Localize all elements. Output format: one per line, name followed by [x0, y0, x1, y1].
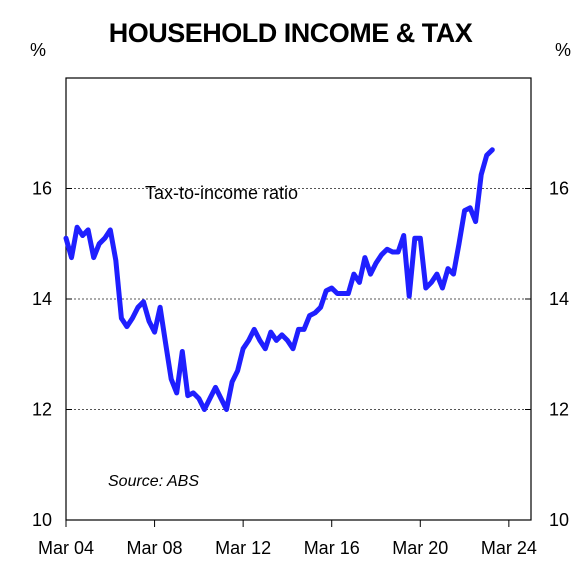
y-tick-label-left: 16 — [32, 179, 52, 199]
y-tick-label-right: 10 — [549, 510, 569, 530]
x-tick-label: Mar 08 — [127, 538, 183, 558]
series-layer — [63, 147, 495, 412]
x-tick-label: Mar 20 — [392, 538, 448, 558]
axes — [65, 77, 532, 527]
tick-labels: 10 10 12 12 14 14 16 16 Mar 04 Mar 08 Mar 12 Mar 16… — [32, 179, 569, 559]
y-tick-label-left: 14 — [32, 289, 52, 309]
y-tick-label-right: 14 — [549, 289, 569, 309]
y-tick-label-left: 10 — [32, 510, 52, 530]
left-axis-unit: % — [30, 40, 46, 60]
y-tick-label-right: 16 — [549, 179, 569, 199]
y-tick-label-right: 12 — [549, 400, 569, 420]
x-tick-label: Mar 12 — [215, 538, 271, 558]
series-annotation: Tax-to-income ratio — [145, 183, 298, 203]
right-axis-unit: % — [555, 40, 571, 60]
series-line-0 — [63, 147, 495, 412]
x-tick-label: Mar 16 — [304, 538, 360, 558]
x-tick-label: Mar 04 — [38, 538, 94, 558]
x-tick-label: Mar 24 — [481, 538, 537, 558]
source-note: Source: ABS — [108, 473, 199, 490]
gridlines — [66, 188, 531, 410]
chart-title: HOUSEHOLD INCOME & TAX — [108, 18, 473, 48]
y-tick-label-left: 12 — [32, 400, 52, 420]
